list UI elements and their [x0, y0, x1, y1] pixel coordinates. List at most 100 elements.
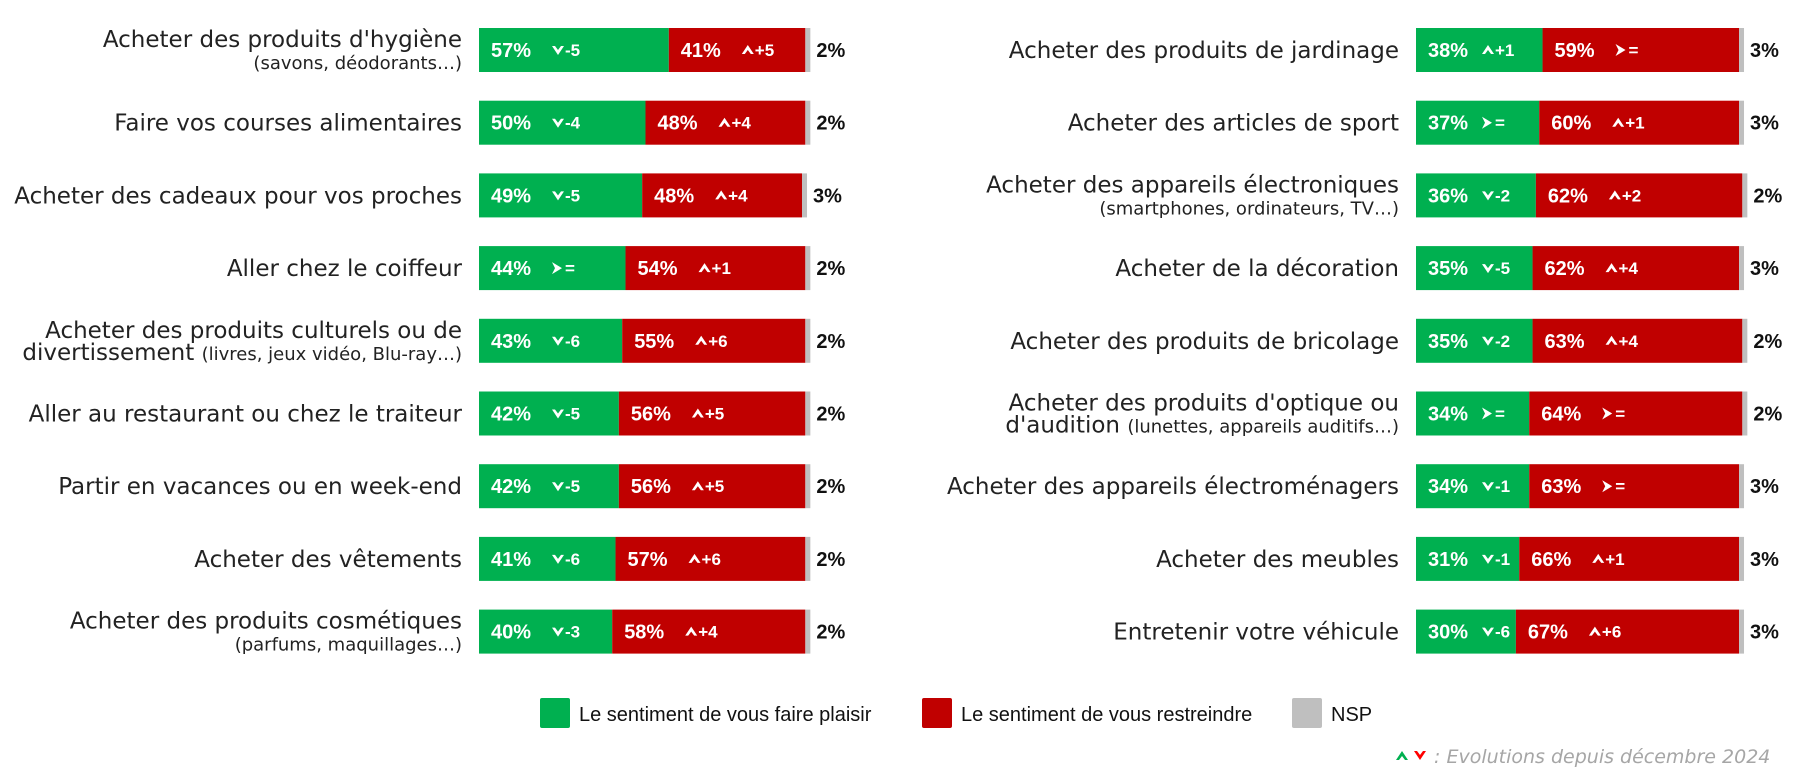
bar-plaisir	[479, 28, 669, 72]
evolution-down-icon	[1482, 264, 1494, 274]
evolution-label-restreindre: +4	[1619, 259, 1639, 278]
evolution-equal-icon	[1615, 44, 1626, 56]
evolution-down-icon	[1482, 627, 1494, 637]
evolution-down-icon	[552, 46, 564, 55]
value-label-restreindre: 63%	[1541, 476, 1581, 498]
evolution-equal-icon	[552, 262, 562, 275]
chart-panels: Acheter des produits d'hygiène(savons, d…	[14, 27, 1782, 656]
bar-restreindre	[618, 391, 806, 436]
bar-nsp	[1739, 464, 1745, 509]
bar-restreindre	[622, 318, 806, 363]
value-label-nsp: 2%	[816, 549, 845, 571]
category-label: (savons, déodorants…)	[253, 53, 462, 74]
bar-plaisir	[479, 464, 619, 509]
value-label-nsp: 2%	[816, 40, 845, 62]
category-label: Acheter des appareils électroniques	[986, 172, 1399, 198]
evolution-label-restreindre: +4	[728, 186, 748, 205]
chart-row: Acheter des produits d'optique oud'audit…	[1005, 391, 1782, 439]
bar-plaisir	[479, 609, 613, 654]
value-label-plaisir: 37%	[1428, 113, 1468, 135]
bar-restreindre	[1535, 173, 1743, 218]
value-label-plaisir: 50%	[491, 113, 531, 135]
bar-nsp	[1739, 536, 1745, 581]
value-label-plaisir: 38%	[1428, 40, 1468, 62]
evolution-label-restreindre: +2	[1622, 186, 1641, 205]
evolution-up-icon	[1608, 190, 1621, 200]
value-label-plaisir: 44%	[491, 258, 531, 280]
bar-plaisir	[1416, 464, 1530, 509]
category-label: Acheter des produits culturels ou de	[45, 318, 462, 344]
bar-plaisir	[1416, 173, 1536, 218]
bar-nsp	[1742, 318, 1748, 363]
footnote-up-arrow-icon	[1396, 751, 1408, 760]
evolution-label-restreindre: +4	[732, 114, 752, 133]
chart-row: Faire vos courses alimentaires 50% -4 48% +4…	[114, 100, 845, 145]
evolution-label-restreindre: +6	[1602, 623, 1621, 642]
evolution-up-icon	[691, 408, 704, 418]
chart-row: Acheter des appareils électroniques(smar…	[986, 172, 1782, 219]
evolution-label-restreindre: =	[1615, 405, 1625, 424]
bar-plaisir	[1416, 609, 1516, 654]
bar-nsp	[805, 609, 811, 654]
bar-plaisir	[479, 246, 626, 291]
evolution-label-plaisir: -6	[565, 332, 580, 351]
evolution-down-icon	[1482, 336, 1494, 346]
legend-label-nsp: NSP	[1331, 704, 1372, 726]
evolution-label-restreindre: +1	[712, 259, 731, 278]
category-label: Acheter des produits de jardinage	[1009, 38, 1399, 64]
bar-nsp	[1739, 609, 1745, 654]
value-label-restreindre: 67%	[1528, 622, 1568, 644]
evolution-label-restreindre: +6	[708, 332, 727, 351]
chart-row: Acheter des produits de bricolage 35% -2 63…	[1010, 318, 1782, 363]
evolution-label-plaisir: -5	[565, 41, 580, 60]
value-label-restreindre: 57%	[628, 549, 668, 571]
bar-nsp	[1742, 173, 1748, 218]
evolution-label-plaisir: -5	[565, 405, 580, 424]
evolution-up-icon	[718, 117, 731, 127]
value-label-nsp: 2%	[816, 476, 845, 498]
bar-restreindre	[618, 464, 806, 509]
chart-row: Acheter des produits culturels ou dedive…	[22, 318, 845, 366]
bar-restreindre	[1529, 391, 1743, 436]
chart-row: Acheter des meubles 31% -1 66% +1 3%	[1156, 536, 1779, 581]
category-label: Aller chez le coiffeur	[227, 256, 463, 282]
chart-panel: Acheter des produits d'hygiène(savons, d…	[14, 27, 845, 656]
category-label: (parfums, maquillages…)	[235, 635, 462, 656]
value-label-nsp: 3%	[1750, 40, 1779, 62]
evolution-label-plaisir: -2	[1495, 186, 1510, 205]
evolution-up-icon	[695, 335, 708, 345]
bar-restreindre	[625, 246, 806, 291]
bar-restreindre	[612, 609, 806, 654]
evolution-up-icon	[741, 45, 754, 54]
value-label-nsp: 3%	[1750, 476, 1779, 498]
chart-row: Acheter des produits de jardinage 38% +1 59…	[1009, 28, 1779, 72]
bar-nsp	[1739, 246, 1745, 291]
category-label: Aller au restaurant ou chez le traiteur	[29, 402, 463, 428]
legend-label-restreindre: Le sentiment de vous restreindre	[961, 704, 1252, 726]
chart-row: Acheter des cadeaux pour vos proches 49% -…	[14, 173, 842, 218]
evolution-down-icon	[552, 554, 564, 564]
evolution-equal-icon	[1482, 116, 1492, 129]
bar-plaisir	[1416, 28, 1543, 72]
value-label-restreindre: 58%	[624, 622, 664, 644]
bar-plaisir	[479, 536, 616, 581]
value-label-nsp: 2%	[816, 331, 845, 353]
category-label: Acheter des articles de sport	[1068, 111, 1399, 137]
evolution-label-plaisir: =	[1495, 405, 1505, 424]
value-label-restreindre: 66%	[1531, 549, 1571, 571]
value-label-plaisir: 31%	[1428, 549, 1468, 571]
bar-plaisir	[479, 318, 623, 363]
footnote-text: : Evolutions depuis décembre 2024	[1434, 746, 1770, 768]
value-label-nsp: 2%	[816, 622, 845, 644]
evolution-up-icon	[1605, 335, 1618, 345]
value-label-restreindre: 54%	[638, 258, 678, 280]
value-label-plaisir: 35%	[1428, 258, 1468, 280]
evolution-label-plaisir: =	[565, 259, 575, 278]
evolution-down-icon	[1482, 482, 1494, 492]
value-label-nsp: 2%	[816, 404, 845, 426]
bar-restreindre	[1519, 536, 1740, 581]
evolution-label-plaisir: -6	[1495, 623, 1510, 642]
bar-plaisir	[1416, 391, 1530, 436]
legend-swatch-nsp	[1292, 698, 1322, 728]
value-label-restreindre: 41%	[681, 40, 721, 62]
